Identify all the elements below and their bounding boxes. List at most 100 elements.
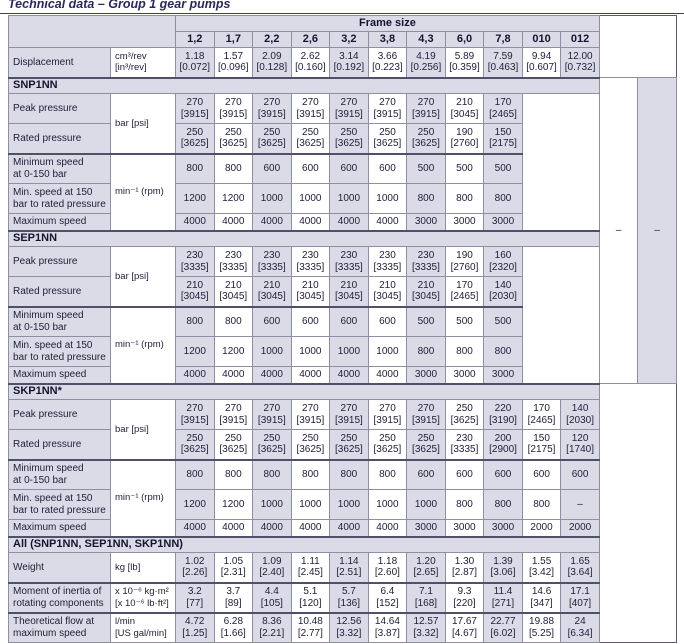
row-label: Peak pressure xyxy=(8,93,111,124)
value-cell: 270 [3915] xyxy=(406,399,446,430)
value-cell: 160 [2320] xyxy=(483,246,523,277)
value-cell: 230 [3335] xyxy=(406,246,446,277)
value-cell: 230 [3335] xyxy=(175,246,215,277)
value-cell: 250 [3625] xyxy=(252,123,292,154)
value-cell: 500 xyxy=(406,152,446,184)
col-header: 4,3 xyxy=(406,31,446,48)
value-cell: 1200 xyxy=(175,489,215,520)
row-label: Minimum speed at 0-150 bar xyxy=(8,458,111,490)
value-cell: 4000 xyxy=(329,213,369,231)
value-cell: 250 [3625] xyxy=(213,429,254,460)
value-cell: 1000 xyxy=(367,183,408,214)
value-cell: 22.77 [6.02] xyxy=(483,611,523,643)
value-cell: 800 xyxy=(483,336,523,367)
value-cell: 800 xyxy=(444,183,485,214)
unit-cell: min⁻¹ (rpm) xyxy=(110,152,176,231)
value-cell: 4000 xyxy=(252,213,292,231)
value-cell: 1000 xyxy=(290,183,331,214)
value-cell: 4.19 [0.256] xyxy=(406,47,446,78)
table-row: Rated pressure 210 [3045] 210 [3045] 210 [3… xyxy=(8,276,677,307)
value-cell: 3000 xyxy=(406,213,446,231)
row-label: Weight xyxy=(8,552,111,583)
value-cell: 1200 xyxy=(175,183,215,214)
row-label: Maximum speed xyxy=(8,519,111,537)
na-cell: – xyxy=(598,77,639,384)
value-cell: 270 [3915] xyxy=(213,93,254,124)
value-cell: 800 xyxy=(290,458,331,490)
value-cell: 12.57 [3.32] xyxy=(406,611,446,643)
value-cell: 4000 xyxy=(329,519,369,537)
row-label: Minimum speed at 0-150 bar xyxy=(8,152,111,184)
value-cell: 120 [1740] xyxy=(560,429,600,460)
value-cell: 1000 xyxy=(329,489,369,520)
unit-cell: bar [psi] xyxy=(110,246,176,307)
table-row: Peak pressure bar [psi] 230 [3335] 230 [333… xyxy=(8,246,677,307)
table-row: Theoretical flow at maximum speed l/min [… xyxy=(8,611,677,643)
col-header: 7,8 xyxy=(483,31,523,48)
value-cell: 600 xyxy=(560,458,600,490)
value-cell: 3000 xyxy=(406,366,446,384)
value-cell: 210 [3045] xyxy=(367,276,408,307)
value-cell: – xyxy=(560,489,600,520)
value-cell: 4000 xyxy=(329,366,369,384)
value-cell: 6.28 [1.66] xyxy=(213,611,254,643)
value-cell: 1.30 [2.87] xyxy=(444,552,485,583)
value-cell: 800 xyxy=(521,489,562,520)
value-cell: 4000 xyxy=(367,519,408,537)
value-cell: 3000 xyxy=(444,213,485,231)
value-cell: 1.05 [2.31] xyxy=(213,552,254,583)
unit-cell: cm³/rev [in³/rev] xyxy=(110,47,176,78)
value-cell: 600 xyxy=(252,305,292,337)
table-row: Min. speed at 150 bar to rated pressure 1… xyxy=(8,183,677,214)
value-cell: 190 [2760] xyxy=(444,123,485,154)
value-cell: 170 [2465] xyxy=(444,276,485,307)
value-cell: 210 [3045] xyxy=(290,276,331,307)
value-cell: 1.09 [2.40] xyxy=(252,552,292,583)
value-cell: 3000 xyxy=(483,519,523,537)
value-cell: 7.1 [168] xyxy=(406,581,446,613)
value-cell: 3000 xyxy=(444,519,485,537)
value-cell: 19.88 [5.25] xyxy=(521,611,562,643)
value-cell: 1.39 [3.06] xyxy=(483,552,523,583)
value-cell: 500 xyxy=(483,152,523,184)
value-cell: 600 xyxy=(367,152,408,184)
value-cell: 270 [3915] xyxy=(329,399,369,430)
value-cell: 1000 xyxy=(406,489,446,520)
value-cell: 4000 xyxy=(252,366,292,384)
value-cell: 800 xyxy=(213,152,254,184)
table-row: Min. speed at 150 bar to rated pressure 1… xyxy=(8,336,677,367)
value-cell: 4000 xyxy=(175,366,215,384)
value-cell: 210 [3045] xyxy=(329,276,369,307)
value-cell: 600 xyxy=(252,152,292,184)
value-cell: 4000 xyxy=(367,213,408,231)
value-cell: 12.56 [3.32] xyxy=(329,611,369,643)
value-cell: 250 [3625] xyxy=(406,123,446,154)
unit-cell: bar [psi] xyxy=(110,399,176,460)
value-cell: 270 [3915] xyxy=(329,93,369,124)
unit-cell: x 10⁻⁶ kg·m² [x 10⁻⁶ lb·ft²] xyxy=(110,581,176,613)
table-row: Maximum speed 4000 4000 4000 4000 4000 4000 300… xyxy=(8,213,677,231)
value-cell: 140 [2030] xyxy=(560,399,600,430)
page-title: Technical data – Group 1 gear pumps xyxy=(8,0,231,11)
value-cell: 11.4 [271] xyxy=(483,581,523,613)
value-cell: 1.20 [2.65] xyxy=(406,552,446,583)
value-cell: 4000 xyxy=(290,519,331,537)
value-cell: 1.65 [3.64] xyxy=(560,552,600,583)
value-cell: 150 [2175] xyxy=(521,429,562,460)
table-row: Minimum speed at 0-150 bar min⁻¹ (rpm) 800… xyxy=(8,152,677,231)
value-cell: 4000 xyxy=(213,519,254,537)
table-row: SKP1NN* xyxy=(8,382,677,400)
value-cell: 220 [3190] xyxy=(483,399,523,430)
value-cell: 600 xyxy=(329,305,369,337)
value-cell: 1200 xyxy=(175,336,215,367)
table-row: Frame size xyxy=(8,15,677,48)
section-header: All (SNP1NN, SEP1NN, SKP1NN) xyxy=(8,535,600,553)
value-cell: 1000 xyxy=(290,489,331,520)
value-cell: 270 [3915] xyxy=(252,399,292,430)
table-body: Frame size 1,2 1,7 2,2 2,6 3,2 3,8 4,3 6,0 7,8 010… xyxy=(8,15,677,643)
value-cell: 1.11 [2.45] xyxy=(290,552,331,583)
value-cell: 800 xyxy=(406,336,446,367)
value-cell: 600 xyxy=(521,458,562,490)
value-cell: 2000 xyxy=(560,519,600,537)
value-cell: 1000 xyxy=(367,336,408,367)
